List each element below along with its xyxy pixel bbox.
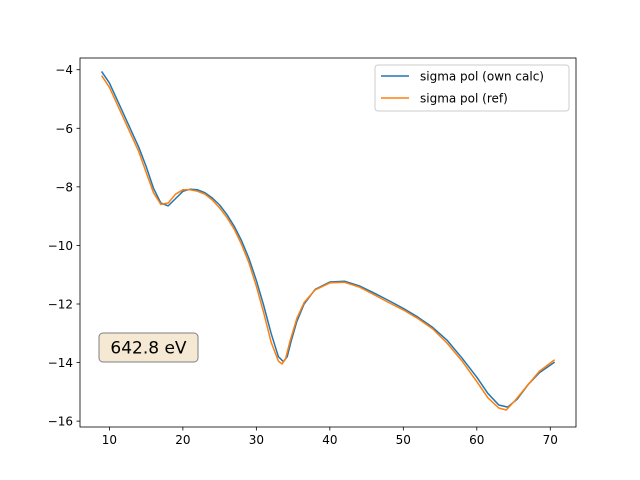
axes-frame bbox=[79, 57, 577, 428]
x-tick-label: 10 bbox=[102, 433, 117, 447]
x-tick-label: 70 bbox=[543, 433, 558, 447]
legend: sigma pol (own calc) sigma pol (ref) bbox=[374, 64, 570, 112]
legend-box bbox=[374, 64, 570, 112]
x-tick-label: 60 bbox=[469, 433, 484, 447]
legend-label-1: sigma pol (own calc) bbox=[420, 70, 544, 84]
series-line-2 bbox=[100, 75, 556, 411]
x-axis: 10 20 30 40 50 60 70 bbox=[102, 427, 558, 447]
x-tick-label: 40 bbox=[322, 433, 337, 447]
y-tick-label: −14 bbox=[48, 356, 73, 370]
y-tick-label: −8 bbox=[55, 180, 73, 194]
energy-annotation: 642.8 eV bbox=[98, 332, 199, 363]
axes-border bbox=[79, 57, 577, 428]
legend-label-2: sigma pol (ref) bbox=[420, 92, 508, 106]
plot-area bbox=[100, 71, 556, 411]
y-axis: −4 −6 −8 −10 −12 −14 −16 bbox=[48, 63, 80, 429]
y-tick-label: −16 bbox=[48, 415, 73, 429]
y-tick-label: −6 bbox=[55, 122, 73, 136]
x-tick-label: 30 bbox=[249, 433, 264, 447]
y-tick-label: −4 bbox=[55, 63, 73, 77]
y-tick-label: −10 bbox=[48, 239, 73, 253]
y-tick-label: −12 bbox=[48, 298, 73, 312]
x-tick-label: 20 bbox=[175, 433, 190, 447]
x-tick-label: 50 bbox=[396, 433, 411, 447]
annotation-text: 642.8 eV bbox=[110, 339, 187, 359]
annotation-box bbox=[98, 332, 199, 363]
